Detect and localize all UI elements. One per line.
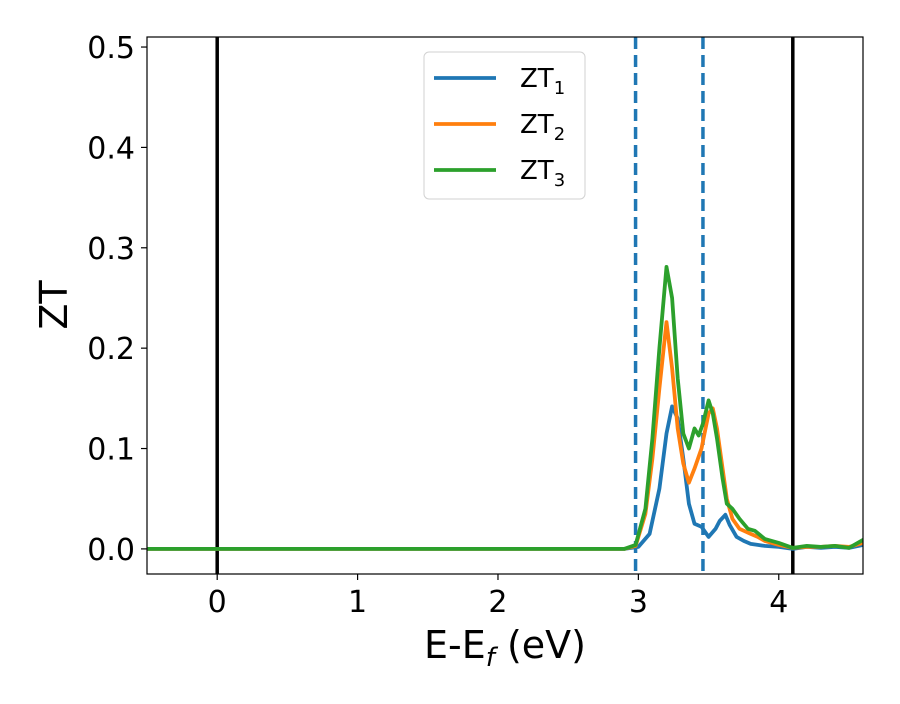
y-tick-label: 0.5 <box>87 31 135 66</box>
legend-label-zt1: ZT1 <box>520 64 565 99</box>
y-tick-label: 0.0 <box>87 533 135 568</box>
x-axis-title: E-Ef (eV) <box>424 623 586 673</box>
series-line-zt2 <box>147 320 863 551</box>
x-axis-title-unit: (eV) <box>495 623 586 667</box>
x-tick-label: 3 <box>629 585 648 620</box>
legend-box <box>423 51 586 200</box>
y-tick-label: 0.4 <box>87 131 135 166</box>
y-tick-label: 0.1 <box>87 433 135 468</box>
x-tick-label: 2 <box>488 585 507 620</box>
plot-frame <box>146 36 864 575</box>
x-axis-ticks: 0 1 2 3 4 <box>208 574 788 620</box>
y-axis-ticks: 0.0 0.1 0.2 0.3 0.4 0.5 <box>87 31 147 568</box>
legend-label-zt3: ZT3 <box>520 156 565 191</box>
plot-area <box>147 37 863 574</box>
y-tick-label: 0.2 <box>87 332 135 367</box>
y-tick-label: 0.3 <box>87 232 135 267</box>
x-tick-label: 0 <box>208 585 227 620</box>
legend-label-zt2: ZT2 <box>520 110 565 145</box>
legend: ZT1 ZT2 ZT3 <box>423 51 586 200</box>
series-line-zt1 <box>147 404 863 551</box>
y-axis-title: ZT <box>32 280 76 330</box>
x-tick-label: 1 <box>348 585 367 620</box>
series-line-zt3 <box>147 264 863 551</box>
x-tick-label: 4 <box>769 585 788 620</box>
